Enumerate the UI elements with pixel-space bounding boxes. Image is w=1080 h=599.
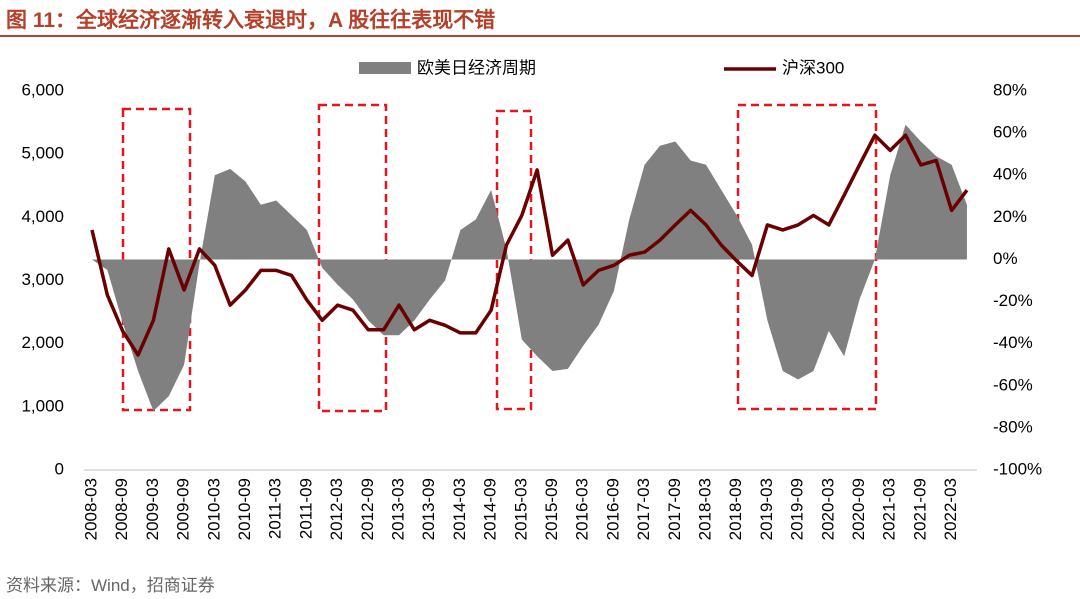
legend-swatch <box>359 62 411 74</box>
y2-tick-label: 40% <box>993 165 1027 184</box>
line-series <box>90 133 969 357</box>
x-tick-label: 2021-09 <box>910 478 929 540</box>
x-tick-label: 2008-09 <box>112 478 131 540</box>
y-tick-label: 5,000 <box>21 144 64 163</box>
x-tick-label: 2012-03 <box>327 478 346 540</box>
x-tick-label: 2016-09 <box>603 478 622 540</box>
chart: 0 1,000 2,000 3,000 4,000 5,000 6,000 -100% -80%… <box>21 58 1042 540</box>
y2-tick-label: -20% <box>993 291 1033 310</box>
x-tick-label: 2020-09 <box>849 478 868 540</box>
y-tick-label: 0 <box>55 459 64 478</box>
x-tick-label: 2017-09 <box>665 478 684 540</box>
x-tick-label: 2010-03 <box>204 478 223 540</box>
legend-label: 欧美日经济周期 <box>417 58 536 77</box>
x-tick-label: 2015-09 <box>542 478 561 540</box>
y-tick-label: 6,000 <box>21 80 64 99</box>
x-tick-label: 2009-03 <box>143 478 162 540</box>
x-tick-label: 2012-09 <box>358 478 377 540</box>
y2-tick-label: 80% <box>993 80 1027 99</box>
x-tick-label: 2017-03 <box>634 478 653 540</box>
x-tick-label: 2011-09 <box>296 478 315 539</box>
x-tick-label: 2008-03 <box>81 478 100 540</box>
x-tick-label: 2022-03 <box>941 478 960 540</box>
highlight-box <box>317 103 388 413</box>
y2-tick-label: 20% <box>993 207 1027 226</box>
y-tick-label: 1,000 <box>21 396 64 415</box>
y2-tick-label: -100% <box>993 459 1042 478</box>
x-tick-label: 2016-03 <box>573 478 592 540</box>
y2-tick-label: -60% <box>993 375 1033 394</box>
y2-tick-label: 60% <box>993 123 1027 142</box>
x-tick-label: 2019-09 <box>788 478 807 540</box>
x-tick-label: 2010-09 <box>235 478 254 540</box>
title-rule <box>0 35 1080 37</box>
area-series <box>92 124 967 412</box>
y-tick-label: 2,000 <box>21 333 64 352</box>
x-tick-label: 2014-03 <box>450 478 469 540</box>
x-tick-label: 2019-03 <box>757 478 776 540</box>
source-note: 资料来源：Wind，招商证券 <box>6 576 215 595</box>
y2-tick-label: -40% <box>993 333 1033 352</box>
x-tick-label: 2018-09 <box>726 478 745 540</box>
x-tick-label: 2014-09 <box>481 478 500 540</box>
x-tick-label: 2013-03 <box>388 478 407 540</box>
x-tick-label: 2020-03 <box>818 478 837 540</box>
y2-tick-label: 0% <box>993 249 1018 268</box>
x-tick-label: 2021-03 <box>880 478 899 540</box>
x-tick-label: 2015-03 <box>511 478 530 540</box>
legend-label: 沪深300 <box>782 58 844 77</box>
y-tick-label: 3,000 <box>21 270 64 289</box>
x-tick-label: 2013-09 <box>419 478 438 540</box>
y2-tick-label: -80% <box>993 417 1033 436</box>
y-tick-label: 4,000 <box>21 207 64 226</box>
x-tick-label: 2011-03 <box>266 478 285 539</box>
page-title: 图 11：全球经济逐渐转入衰退时，A 股往往表现不错 <box>6 9 496 32</box>
x-tick-label: 2018-03 <box>695 478 714 540</box>
x-tick-label: 2009-09 <box>174 478 193 540</box>
